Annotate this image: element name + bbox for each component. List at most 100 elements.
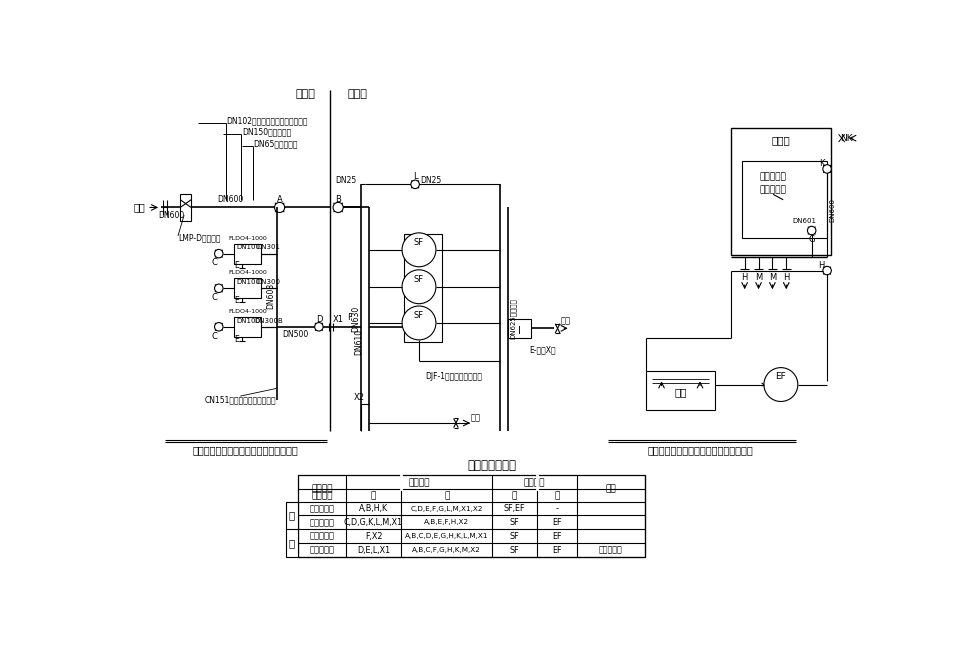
Text: 通风方式: 通风方式 (311, 484, 333, 493)
Text: SF: SF (414, 275, 424, 283)
Text: DN608: DN608 (266, 283, 276, 309)
Text: SF: SF (509, 518, 519, 527)
Text: DJF-1型超细滤芯过滤器: DJF-1型超细滤芯过滤器 (425, 373, 482, 381)
Text: 战: 战 (289, 511, 295, 521)
Bar (646, 371, 715, 410)
Text: SF: SF (414, 238, 424, 247)
Text: 滤毒室排气: 滤毒室排气 (309, 545, 334, 555)
Text: DN630: DN630 (352, 306, 360, 332)
Text: SF: SF (414, 311, 424, 320)
Text: 阀门状态: 阀门状态 (408, 478, 430, 487)
Text: DN600: DN600 (158, 212, 185, 220)
Bar (743, 161, 827, 239)
Text: CN151超细玻璃纤维过滤材料: CN151超细玻璃纤维过滤材料 (205, 395, 276, 405)
Text: A,B,C,D,E,G,H,K,L,M,X1: A,B,C,D,E,G,H,K,L,M,X1 (405, 533, 488, 539)
Circle shape (764, 368, 798, 401)
Text: 时: 时 (289, 538, 295, 548)
Text: C: C (212, 332, 218, 340)
Text: -: - (555, 504, 558, 513)
Text: E: E (234, 261, 239, 271)
Text: 滤毒室门开: 滤毒室门开 (599, 545, 623, 555)
Text: DN300B: DN300B (255, 318, 283, 324)
Text: DN600: DN600 (217, 195, 243, 204)
Circle shape (275, 202, 284, 212)
Text: DN25: DN25 (420, 176, 441, 185)
Text: 风机状态: 风机状态 (524, 478, 545, 487)
Text: A,B,E,F,H,X2: A,B,E,F,H,X2 (424, 519, 469, 525)
Circle shape (214, 284, 223, 293)
Bar (234, 244, 261, 264)
Bar (730, 128, 831, 255)
Text: 关: 关 (444, 491, 450, 500)
Circle shape (411, 180, 419, 188)
Circle shape (314, 322, 323, 331)
Circle shape (402, 233, 436, 267)
Text: 隔绝式通风: 隔绝式通风 (309, 532, 334, 541)
Text: 新风: 新风 (134, 202, 145, 212)
Text: FLDO4-1000: FLDO4-1000 (228, 271, 266, 275)
Bar (234, 278, 261, 298)
Text: DN600: DN600 (829, 198, 835, 222)
Text: M: M (769, 273, 776, 282)
Text: I: I (518, 326, 521, 336)
Text: DN100: DN100 (236, 245, 260, 251)
Text: DN301: DN301 (257, 245, 281, 251)
Circle shape (823, 267, 831, 275)
Circle shape (402, 306, 436, 340)
Text: C,D,G,K,L,M,X1: C,D,G,K,L,M,X1 (344, 518, 403, 527)
Text: 六级二等人员掩蔽所战时进风系统原理图: 六级二等人员掩蔽所战时进风系统原理图 (193, 445, 299, 455)
Text: H: H (818, 261, 825, 270)
Text: H: H (783, 273, 789, 282)
Bar (298, 476, 645, 557)
Text: 六级二等人员掩蔽所战时排风系统原理图: 六级二等人员掩蔽所战时排风系统原理图 (647, 445, 752, 455)
Text: DN65超细过滤器: DN65超细过滤器 (254, 139, 298, 148)
Circle shape (214, 322, 223, 331)
Text: DN102过滤吸附器气密性检测管路: DN102过滤吸附器气密性检测管路 (227, 116, 308, 125)
Text: F: F (347, 313, 352, 322)
Text: FLDO4-1000: FLDO4-1000 (228, 309, 266, 314)
Text: EF: EF (552, 518, 561, 527)
Text: SF,EF: SF,EF (504, 504, 526, 513)
Circle shape (402, 270, 436, 304)
Text: SF: SF (509, 545, 519, 555)
Text: D,E,L,X1: D,E,L,X1 (357, 545, 390, 555)
Text: 出风: 出风 (561, 316, 571, 325)
Text: X1: X1 (333, 315, 344, 324)
Text: D: D (315, 315, 322, 324)
Text: C,D,E,F,G,L,M,X1,X2: C,D,E,F,G,L,M,X1,X2 (410, 506, 483, 511)
Bar (234, 317, 261, 337)
Text: C: C (212, 293, 218, 302)
Text: C: C (212, 259, 218, 267)
Text: EF: EF (776, 373, 786, 381)
Text: 干燥: 干燥 (675, 387, 687, 397)
Text: 开: 开 (512, 491, 517, 500)
Text: A,B,C,F,G,H,K,M,X2: A,B,C,F,G,H,K,M,X2 (412, 547, 481, 553)
Circle shape (214, 249, 223, 258)
Text: A,B,H,K: A,B,H,K (359, 504, 388, 513)
Text: 备注: 备注 (605, 484, 616, 493)
Text: B: B (335, 195, 341, 204)
Text: DN300: DN300 (257, 279, 281, 285)
Text: A: A (277, 195, 283, 204)
Text: G: G (808, 235, 815, 245)
Text: DN25: DN25 (335, 176, 357, 185)
Bar (181, 194, 191, 220)
Text: X2: X2 (355, 393, 365, 402)
Text: 排风: 排风 (470, 413, 480, 422)
Text: M: M (755, 273, 762, 282)
Text: E: E (234, 296, 239, 305)
Text: 清洁式通风: 清洁式通风 (309, 504, 334, 513)
Bar (285, 502, 298, 557)
Text: 清洁区: 清洁区 (348, 89, 367, 99)
Text: 开: 开 (371, 491, 377, 500)
Text: 过滤式通风: 过滤式通风 (309, 518, 334, 527)
Text: SF: SF (509, 532, 519, 541)
Circle shape (333, 202, 343, 212)
Text: E: E (234, 334, 239, 344)
Text: 扩散室: 扩散室 (772, 135, 790, 145)
Text: DN500: DN500 (283, 330, 308, 339)
Text: EF: EF (552, 545, 561, 555)
Text: DN150超细过滤器: DN150超细过滤器 (242, 127, 291, 137)
Text: FLDO4-1000: FLDO4-1000 (228, 236, 266, 241)
Text: L: L (413, 172, 417, 181)
